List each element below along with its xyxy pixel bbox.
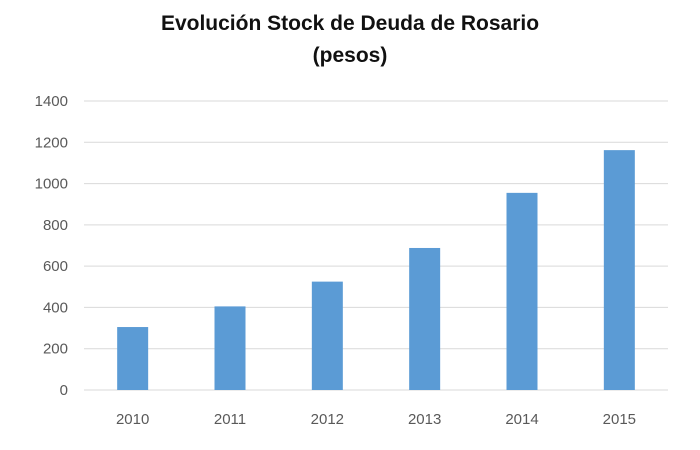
y-tick-label: 400 bbox=[43, 299, 68, 316]
y-tick-label: 1400 bbox=[35, 93, 68, 110]
y-tick-label: 600 bbox=[43, 258, 68, 275]
bar-2012 bbox=[311, 281, 343, 390]
bar-2013 bbox=[409, 247, 441, 390]
x-tick-label: 2011 bbox=[214, 411, 246, 428]
y-tick-label: 200 bbox=[43, 341, 68, 358]
bar-2015 bbox=[603, 150, 635, 390]
chart-subtitle: (pesos) bbox=[312, 44, 388, 67]
x-tick-label: 2014 bbox=[505, 411, 538, 428]
y-tick-label: 800 bbox=[43, 217, 68, 234]
chart-title: Evolución Stock de Deuda de Rosario bbox=[160, 12, 540, 35]
bar-2010 bbox=[117, 327, 149, 390]
x-tick-label: 2015 bbox=[603, 411, 636, 428]
y-tick-label: 0 bbox=[60, 382, 68, 399]
y-tick-label: 1000 bbox=[35, 176, 68, 193]
x-tick-label: 2010 bbox=[116, 411, 149, 428]
bar-2014 bbox=[506, 192, 538, 390]
x-tick-label: 2012 bbox=[311, 411, 344, 428]
x-tick-label: 2013 bbox=[408, 411, 441, 428]
y-tick-label: 1200 bbox=[35, 134, 68, 151]
bar-2011 bbox=[214, 306, 246, 390]
